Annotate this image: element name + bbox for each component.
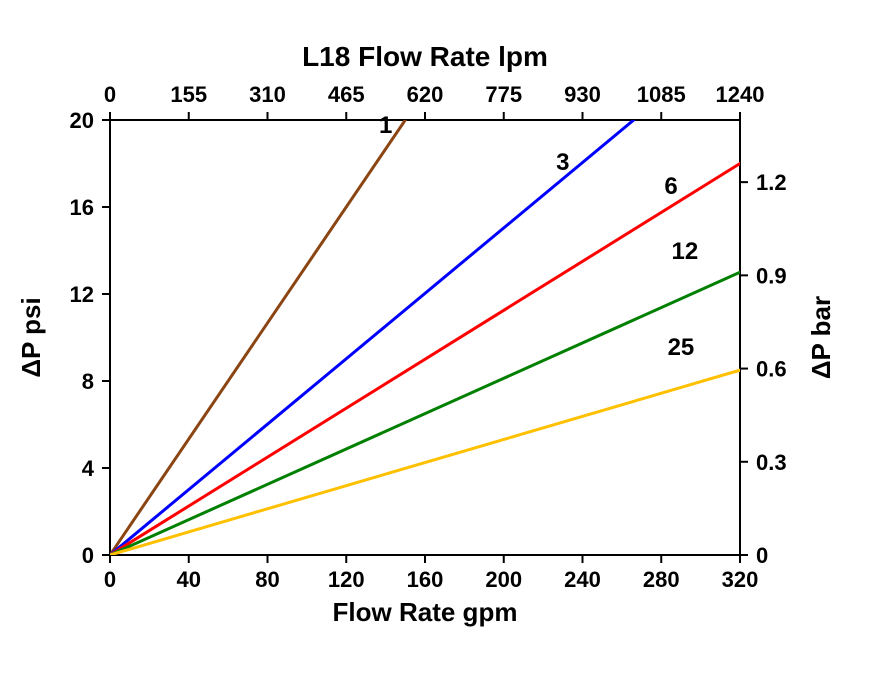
svg-text:280: 280 <box>643 567 680 592</box>
series-label-6: 6 <box>664 173 677 200</box>
svg-text:155: 155 <box>170 82 207 107</box>
svg-text:ΔP bar: ΔP bar <box>806 296 836 379</box>
svg-text:930: 930 <box>564 82 601 107</box>
svg-text:775: 775 <box>485 82 522 107</box>
series-label-3: 3 <box>556 149 569 176</box>
svg-text:40: 40 <box>177 567 201 592</box>
svg-text:80: 80 <box>255 567 279 592</box>
svg-text:20: 20 <box>70 108 94 133</box>
series-label-12: 12 <box>672 238 699 265</box>
svg-text:200: 200 <box>485 567 522 592</box>
series-label-1: 1 <box>379 112 392 139</box>
svg-text:L18 Flow Rate lpm: L18 Flow Rate lpm <box>302 41 548 72</box>
svg-text:ΔP psi: ΔP psi <box>16 297 46 377</box>
svg-text:Flow Rate gpm: Flow Rate gpm <box>333 597 518 627</box>
svg-text:0.6: 0.6 <box>756 357 787 382</box>
svg-text:160: 160 <box>407 567 444 592</box>
svg-text:0: 0 <box>756 543 768 568</box>
chart-container: 04080120160200240280320Flow Rate gpm0155… <box>0 0 884 684</box>
svg-text:8: 8 <box>82 369 94 394</box>
svg-text:12: 12 <box>70 282 94 307</box>
svg-text:0: 0 <box>82 543 94 568</box>
svg-text:4: 4 <box>82 456 95 481</box>
series-label-25: 25 <box>668 334 695 361</box>
svg-text:16: 16 <box>70 195 94 220</box>
svg-text:120: 120 <box>328 567 365 592</box>
svg-text:0.3: 0.3 <box>756 450 787 475</box>
svg-text:620: 620 <box>407 82 444 107</box>
svg-text:1085: 1085 <box>637 82 686 107</box>
svg-text:1.2: 1.2 <box>756 170 787 195</box>
svg-text:0: 0 <box>104 567 116 592</box>
svg-text:310: 310 <box>249 82 286 107</box>
svg-text:240: 240 <box>564 567 601 592</box>
svg-text:465: 465 <box>328 82 365 107</box>
flow-rate-chart: 04080120160200240280320Flow Rate gpm0155… <box>0 0 884 684</box>
svg-text:320: 320 <box>722 567 759 592</box>
svg-text:0: 0 <box>104 82 116 107</box>
svg-text:1240: 1240 <box>716 82 765 107</box>
svg-text:0.9: 0.9 <box>756 263 787 288</box>
